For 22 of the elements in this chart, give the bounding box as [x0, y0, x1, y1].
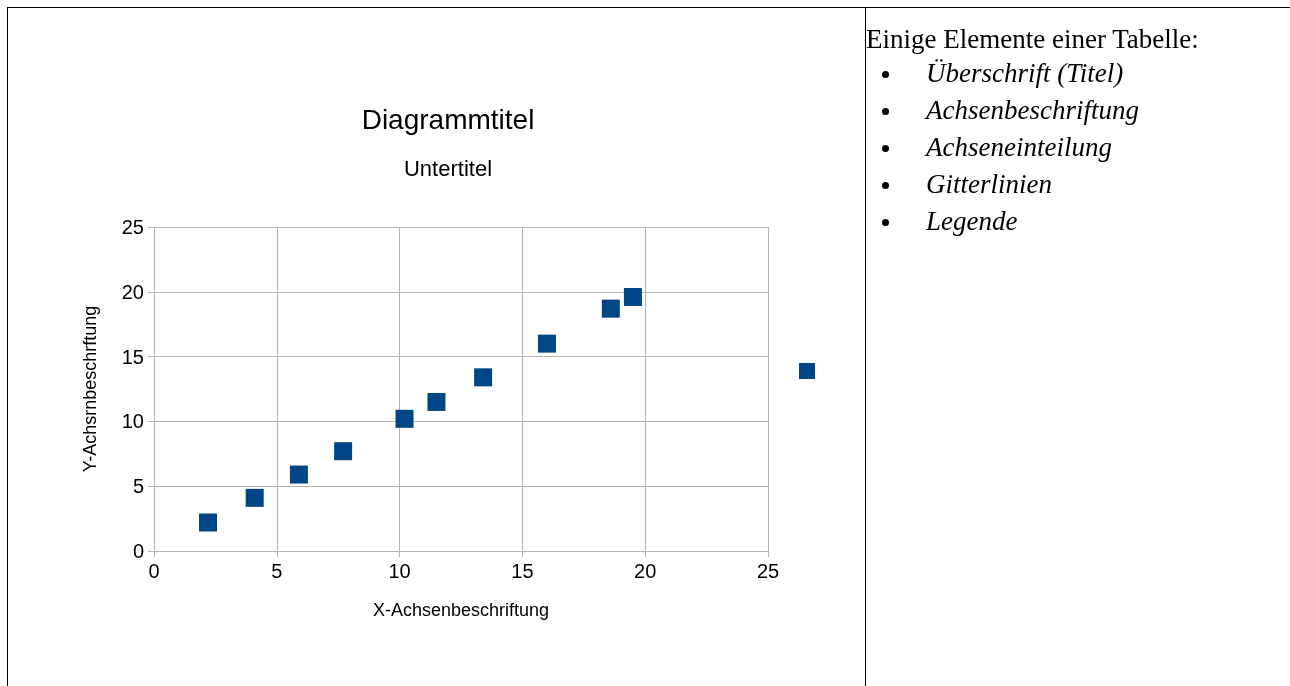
text: Achsenbeschriftung: [926, 95, 1139, 125]
text: Achseneinteilung: [926, 132, 1112, 162]
x-tick-label: 0: [148, 560, 160, 582]
y-tick-label: 0: [132, 540, 144, 562]
text: Einige Elemente einer Tabelle:: [866, 24, 1200, 55]
text: Legende: [926, 206, 1018, 236]
y-axis-title: Y-Achsrnbeschrftung: [80, 305, 100, 473]
chart-title: Diagrammtitel: [361, 103, 535, 135]
x-axis-title: X-Achsenbeschriftung: [372, 600, 550, 620]
y-tick-label: 10: [121, 410, 144, 433]
text: Gitterlinien: [926, 169, 1052, 199]
y-tick-label: 5: [132, 475, 144, 498]
y-tick-label: 25: [121, 216, 144, 238]
text: Überschrift (Titel): [926, 58, 1124, 88]
x-tick-label: 5: [271, 560, 283, 582]
chart-subtitle: Untertitel: [403, 155, 493, 181]
x-tick-label: 20: [634, 560, 657, 582]
x-tick-label: 10: [388, 560, 411, 582]
y-tick-label: 20: [121, 280, 144, 303]
x-tick-label: 25: [756, 560, 780, 582]
y-tick-label: 15: [121, 345, 144, 368]
x-tick-label: 15: [511, 560, 534, 582]
